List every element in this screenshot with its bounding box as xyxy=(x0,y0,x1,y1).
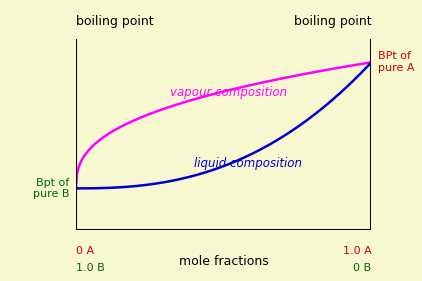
Text: 1.0 B: 1.0 B xyxy=(76,263,105,273)
Text: vapour composition: vapour composition xyxy=(170,86,288,99)
Text: boiling point: boiling point xyxy=(294,15,371,28)
Text: Bpt of
pure B: Bpt of pure B xyxy=(32,178,69,199)
Text: BPt of
pure A: BPt of pure A xyxy=(378,51,415,73)
Text: 1.0 A: 1.0 A xyxy=(343,246,371,256)
Text: 0 B: 0 B xyxy=(353,263,371,273)
Text: boiling point: boiling point xyxy=(76,15,154,28)
Text: 0 A: 0 A xyxy=(76,246,94,256)
Text: mole fractions: mole fractions xyxy=(179,255,268,268)
Text: liquid composition: liquid composition xyxy=(194,157,302,170)
